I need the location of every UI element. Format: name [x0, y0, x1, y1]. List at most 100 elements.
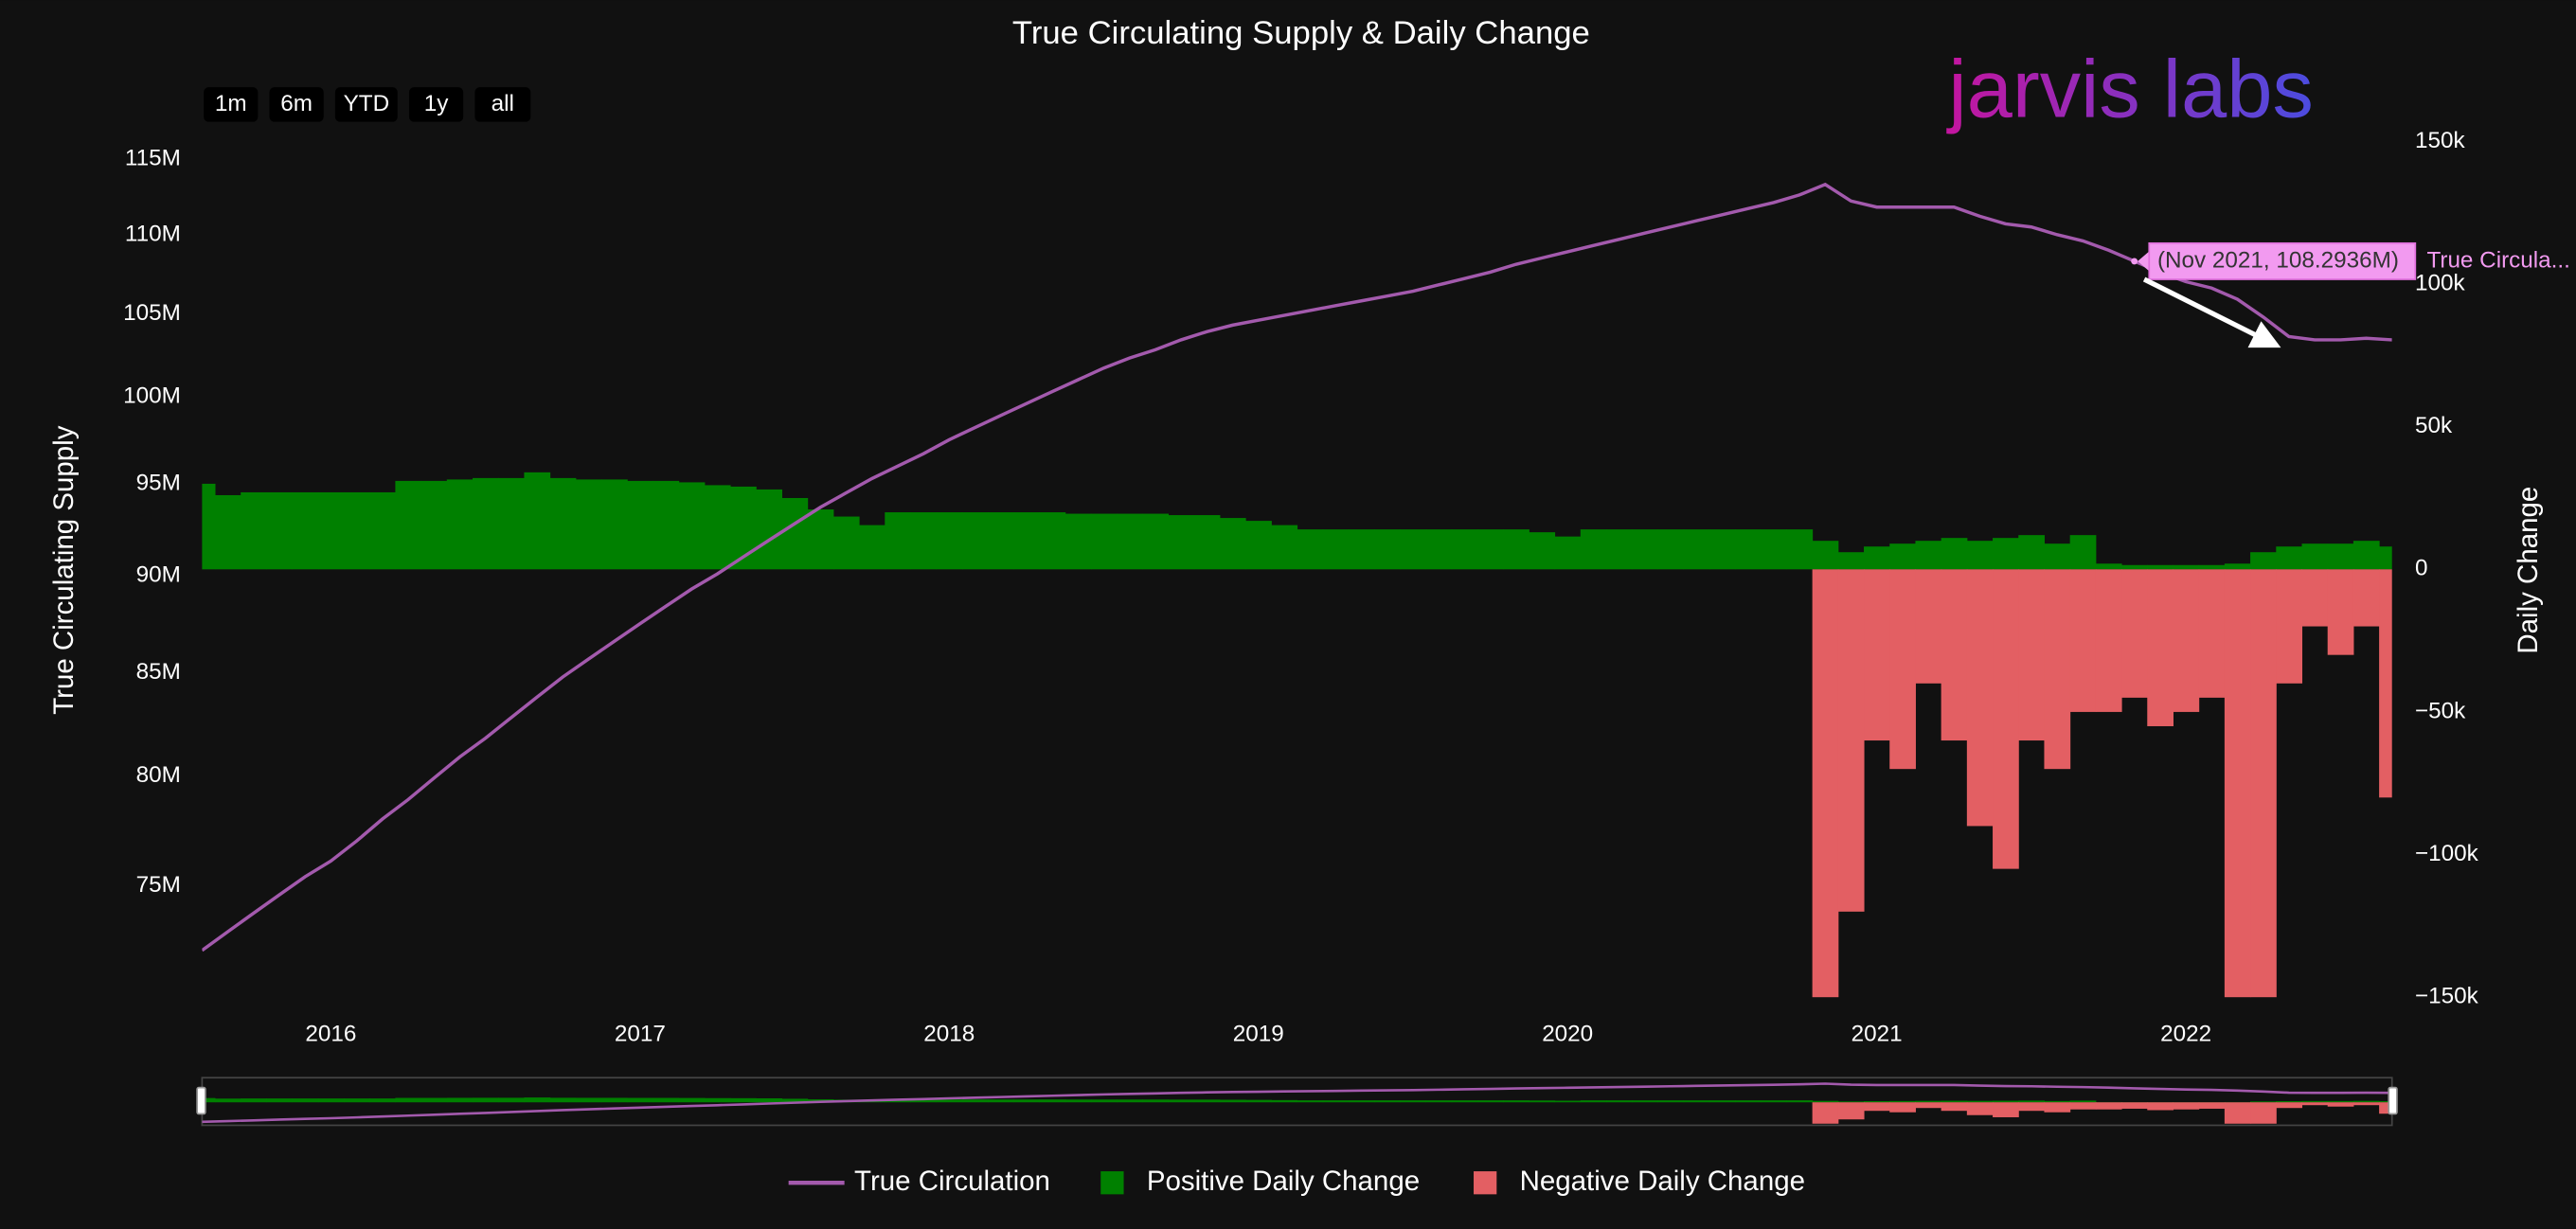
- mini-bar: [1915, 1100, 1942, 1103]
- bar: [1864, 569, 1890, 741]
- range-button-label[interactable]: 6m: [280, 91, 313, 116]
- range-button-label[interactable]: 1y: [424, 91, 449, 116]
- mini-bar: [2121, 1102, 2148, 1109]
- hover-annotation: (Nov 2021, 108.2936M) True Circula...: [2131, 241, 2570, 348]
- mini-bar: [2018, 1100, 2045, 1103]
- bar: [2018, 569, 2045, 741]
- range-button-label[interactable]: all: [492, 91, 514, 116]
- range-button[interactable]: all: [474, 87, 531, 122]
- bar: [1837, 552, 1865, 570]
- range-button-bg[interactable]: [474, 87, 531, 122]
- range-button-bg[interactable]: [204, 87, 259, 122]
- bar: [1374, 529, 1401, 570]
- legend-label[interactable]: Positive Daily Change: [1147, 1166, 1420, 1197]
- range-button-bg[interactable]: [408, 87, 464, 122]
- range-button-label[interactable]: YTD: [344, 91, 390, 116]
- bar: [601, 479, 628, 570]
- legend-label[interactable]: True Circulation: [854, 1166, 1050, 1197]
- bar: [524, 472, 551, 570]
- mini-bar: [2044, 1102, 2071, 1113]
- range-button-bg[interactable]: [269, 87, 324, 122]
- range-handle-right[interactable]: [2388, 1086, 2398, 1115]
- y-tick-label: 115M: [125, 145, 181, 170]
- bar: [1142, 513, 1170, 570]
- range-button[interactable]: 6m: [269, 87, 324, 122]
- mini-bar: [292, 1098, 319, 1103]
- mini-bar: [1889, 1100, 1916, 1103]
- mini-bar: [473, 1097, 499, 1103]
- bar: [2198, 569, 2226, 698]
- mini-bar: [266, 1098, 294, 1103]
- mini-bar: [2327, 1100, 2354, 1103]
- bar: [1864, 546, 1890, 570]
- y2-tick-label: 150k: [2415, 128, 2465, 153]
- range-handle-left[interactable]: [196, 1086, 206, 1115]
- mini-bar: [1837, 1101, 1865, 1103]
- mini-bar: [317, 1098, 345, 1103]
- legend-swatch[interactable]: [1474, 1171, 1497, 1195]
- legend-label[interactable]: Negative Daily Change: [1520, 1166, 1805, 1197]
- mini-bar: [2276, 1101, 2303, 1103]
- bar: [1993, 569, 2019, 869]
- bar: [678, 482, 706, 570]
- bar: [2173, 564, 2200, 570]
- mini-bar: [343, 1098, 370, 1103]
- x-tick-label: 2021: [1852, 1021, 1903, 1046]
- x-tick-label: 2020: [1542, 1021, 1593, 1046]
- mini-bar: [1219, 1099, 1246, 1103]
- bar: [1632, 529, 1658, 570]
- mini-bar: [2198, 1102, 2226, 1109]
- bar: [1064, 513, 1092, 570]
- x-tick-label: 2017: [615, 1021, 666, 1046]
- range-button[interactable]: 1m: [204, 87, 259, 122]
- mini-bar: [678, 1097, 706, 1103]
- mini-bar: [1889, 1102, 1916, 1113]
- bar: [1529, 532, 1556, 570]
- y2-tick-label: 0: [2415, 556, 2428, 581]
- mini-bar: [1400, 1100, 1427, 1103]
- bar: [214, 494, 242, 570]
- y2-tick-label: −50k: [2415, 698, 2466, 723]
- bar: [1812, 541, 1839, 570]
- mini-bar: [1657, 1100, 1685, 1103]
- y-tick-label: 100M: [123, 383, 181, 408]
- bar: [317, 491, 345, 570]
- mini-bar: [2250, 1102, 2277, 1124]
- mini-bar: [1039, 1099, 1066, 1103]
- logo: jarvis labs: [1945, 44, 2314, 135]
- mini-bar: [1941, 1100, 1968, 1103]
- bar: [1941, 569, 1968, 741]
- mini-bar: [988, 1099, 1014, 1103]
- bar: [266, 491, 294, 570]
- bar: [473, 477, 499, 570]
- range-button-label[interactable]: 1m: [215, 91, 247, 116]
- range-button[interactable]: 1y: [408, 87, 464, 122]
- mini-bar: [2018, 1102, 2045, 1112]
- legend-swatch[interactable]: [1100, 1171, 1124, 1195]
- mini-bar: [1554, 1100, 1582, 1103]
- bar: [2301, 569, 2329, 627]
- mini-bar: [1683, 1100, 1710, 1103]
- mini-bar: [627, 1097, 653, 1103]
- bar: [1786, 529, 1814, 570]
- tooltip-pointer: [2138, 251, 2150, 272]
- mini-bar: [601, 1097, 628, 1103]
- bar: [2327, 543, 2354, 570]
- mini-bar: [2069, 1102, 2097, 1110]
- y-tick-label: 95M: [136, 470, 181, 495]
- y2-tick-label: 50k: [2415, 413, 2453, 438]
- mini-bar: [1374, 1100, 1401, 1103]
- bar: [627, 480, 653, 570]
- range-button[interactable]: YTD: [334, 87, 398, 122]
- mini-bar: [961, 1099, 989, 1103]
- mini-bar: [2147, 1102, 2174, 1111]
- bar: [2069, 569, 2097, 712]
- bar: [1889, 543, 1916, 570]
- bar: [2379, 569, 2392, 798]
- mini-bar: [1142, 1099, 1170, 1103]
- mini-bar: [1193, 1099, 1221, 1103]
- range-button-bg[interactable]: [334, 87, 398, 122]
- mini-bar: [1915, 1102, 1942, 1109]
- bar: [1966, 541, 1994, 570]
